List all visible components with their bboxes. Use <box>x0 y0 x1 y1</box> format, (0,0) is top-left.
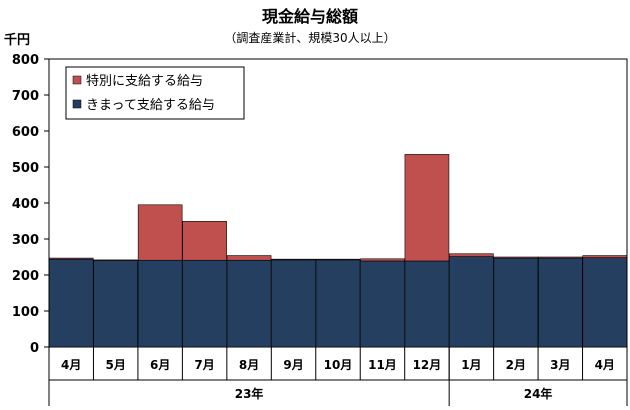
y-axis: 0 100 200 300 400 500 600 700 800 <box>12 53 49 356</box>
bar-special-6 <box>315 258 361 261</box>
x-tick-label: 10月 <box>324 358 353 372</box>
bar-regular-10 <box>493 257 539 348</box>
bar-special-3 <box>182 221 227 261</box>
y-axis-unit-label: 千円 <box>4 32 30 48</box>
bar-special-10 <box>493 256 539 259</box>
legend-swatch-special <box>72 75 82 85</box>
x-tick-label: 12月 <box>413 358 442 372</box>
bar-regular-1 <box>93 260 138 348</box>
legend-label-regular: きまって支給する給与 <box>86 98 215 113</box>
y-tick-label: 800 <box>12 53 39 68</box>
x-tick-label: 4月 <box>595 358 615 372</box>
y-tick-label: 600 <box>12 125 39 140</box>
x-tick-label: 6月 <box>150 358 170 372</box>
x-tick-label: 2月 <box>506 358 526 372</box>
bar-regular-0 <box>48 258 94 348</box>
x-axis: 4月 5月 6月 7月 8月 9月 10月 11月 12月 1月 2月 3月 4月 23年 24年 <box>48 347 628 406</box>
bar-regular-5 <box>271 259 316 348</box>
bar-regular-11 <box>538 257 583 348</box>
x-tick-label: 3月 <box>550 358 570 372</box>
bar-regular-7 <box>360 260 405 348</box>
y-tick-label: 300 <box>12 233 39 248</box>
bar-special-8 <box>404 154 450 262</box>
x-tick-label: 5月 <box>106 358 126 372</box>
bar-regular-2 <box>137 259 183 348</box>
legend: 特別に支給する給与 きまって支給する給与 <box>65 66 245 120</box>
legend-box <box>65 66 245 120</box>
bar-regular-4 <box>226 259 272 348</box>
bar-special-1 <box>93 259 138 261</box>
bar-regular-6 <box>315 259 361 348</box>
y-tick-label: 0 <box>30 341 39 356</box>
legend-label-special: 特別に支給する給与 <box>86 74 203 89</box>
y-tick-label: 700 <box>12 89 39 104</box>
x-tick-label: 11月 <box>368 358 397 372</box>
y-tick-label: 100 <box>12 305 39 320</box>
chart-subtitle: （調査産業計、規模30人以上） <box>224 30 395 45</box>
x-tick-label: 4月 <box>61 358 81 372</box>
x-tick-label: 9月 <box>283 358 303 372</box>
bar-special-12 <box>582 255 628 259</box>
y-tick-label: 400 <box>12 197 39 212</box>
x-tick-label: 8月 <box>239 358 259 372</box>
bar-regular-3 <box>182 259 227 348</box>
x-tick-label: 1月 <box>461 358 481 372</box>
bars <box>48 154 628 348</box>
y-tick-label: 200 <box>12 269 39 284</box>
bar-regular-9 <box>449 256 494 348</box>
bar-special-2 <box>137 204 183 261</box>
bar-special-9 <box>449 253 494 257</box>
bar-special-0 <box>48 257 94 260</box>
bar-special-5 <box>271 258 316 261</box>
x-group-label: 24年 <box>524 386 553 401</box>
chart-title: 現金給与総額 <box>262 7 358 26</box>
bar-regular-8 <box>404 260 450 348</box>
x-tick-label: 7月 <box>194 358 214 372</box>
x-group-label: 23年 <box>235 386 264 401</box>
bar-regular-12 <box>582 257 628 348</box>
bar-special-4 <box>226 255 272 261</box>
legend-swatch-regular <box>72 99 82 109</box>
bar-special-7 <box>360 258 405 262</box>
y-tick-label: 500 <box>12 161 39 176</box>
bar-special-11 <box>538 256 583 259</box>
